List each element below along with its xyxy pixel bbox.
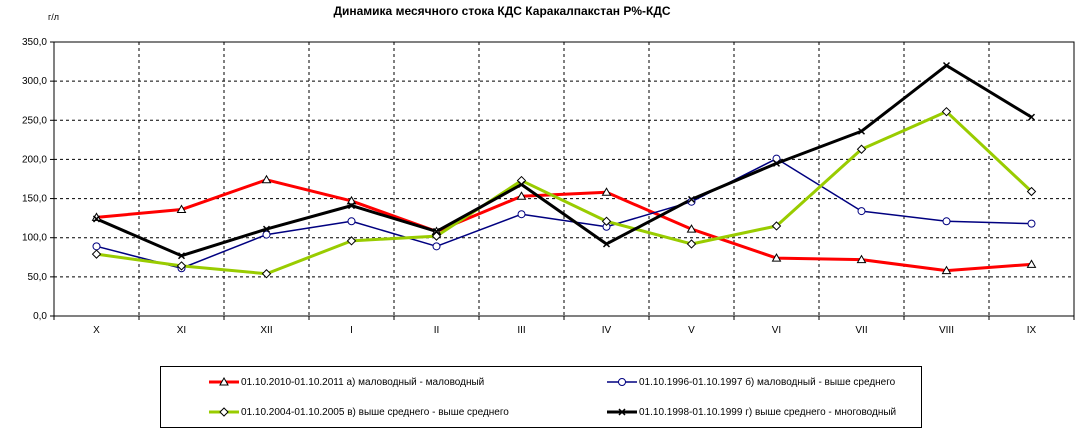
data-point-series-3: [176, 261, 187, 271]
data-point-series-4: [1027, 113, 1036, 121]
data-point-series-1: [346, 195, 357, 205]
legend-item-series-4: 01.10.1998-01.10.1999 г) выше среднего -…: [607, 405, 896, 419]
data-point-series-1: [261, 174, 272, 184]
x-tick-labels: X XI XII I II III IV V VI VII VIII IX: [93, 325, 1036, 336]
y-tick-label: 150,0: [22, 194, 47, 205]
legend: 01.10.2010-01.10.2011 а) маловодный - ма…: [160, 366, 922, 428]
x-tick-label: VII: [855, 325, 867, 336]
data-point-series-2: [1027, 219, 1036, 228]
legend-label-series-4: 01.10.1998-01.10.1999 г) выше среднего -…: [639, 406, 897, 418]
x-tick-label: XI: [177, 325, 186, 336]
data-point-series-4: [857, 127, 866, 135]
legend-item-series-3: 01.10.2004-01.10.2005 в) выше среднего -…: [209, 405, 509, 419]
x-tick-label: XII: [260, 325, 272, 336]
legend-label-series-2: 01.10.1996-01.10.1997 б) маловодный - вы…: [639, 376, 896, 388]
data-point-series-3: [91, 249, 102, 259]
data-point-series-3: [601, 216, 612, 226]
data-point-series-3: [686, 239, 697, 249]
x-tick-label: VI: [772, 325, 781, 336]
x-tick-label: VIII: [939, 325, 954, 336]
axes: [50, 41, 1075, 320]
series-line-2: [96, 157, 1032, 269]
data-point-series-1: [176, 204, 187, 214]
legend-swatch-series-4: [607, 408, 637, 416]
x-tick-label: IV: [602, 325, 612, 336]
data-point-series-4: [92, 215, 101, 223]
data-point-series-3: [1026, 186, 1037, 197]
data-point-series-2: [92, 242, 101, 251]
chart-title: Динамика месячного стока КДС Каракалпакс…: [333, 4, 671, 18]
legend-item-series-2: 01.10.1996-01.10.1997 б) маловодный - вы…: [607, 375, 895, 389]
data-point-series-4: [517, 180, 526, 189]
series-line-4: [95, 63, 1033, 258]
data-point-series-4: [942, 61, 951, 70]
x-tick-label: X: [93, 325, 100, 336]
data-point-series-3: [346, 236, 357, 246]
data-point-series-3: [771, 221, 782, 231]
data-point-series-4: [262, 225, 271, 233]
data-point-series-1: [1026, 259, 1037, 268]
y-tick-label: 0,0: [33, 311, 47, 322]
grid: [54, 42, 1074, 316]
x-tick-label: I: [350, 325, 353, 336]
data-point-series-2: [262, 230, 271, 239]
legend-item-series-1: 01.10.2010-01.10.2011 а) маловодный - ма…: [209, 375, 484, 389]
data-point-series-1: [856, 254, 867, 264]
legend-swatch-series-2: [607, 378, 637, 386]
data-point-series-1: [516, 191, 527, 200]
data-point-series-1: [771, 253, 782, 262]
legend-label-series-1: 01.10.2010-01.10.2011 а) маловодный - ма…: [241, 376, 485, 388]
y-tick-label: 250,0: [22, 115, 47, 126]
data-point-series-4: [772, 159, 781, 167]
data-point-series-1: [941, 265, 952, 275]
data-point-series-3: [941, 106, 952, 117]
legend-swatch-series-1: [209, 377, 239, 386]
data-point-series-2: [772, 154, 781, 163]
data-point-series-4: [687, 195, 696, 203]
legend-swatch-series-3: [209, 407, 239, 417]
data-point-series-4: [432, 227, 441, 235]
y-tick-label: 200,0: [22, 154, 47, 165]
y-tick-label: 300,0: [22, 76, 47, 87]
x-tick-label: III: [517, 325, 525, 336]
data-point-series-2: [347, 217, 356, 226]
series-line-3: [96, 110, 1033, 276]
legend-label-series-3: 01.10.2004-01.10.2005 в) выше среднего -…: [241, 406, 509, 418]
data-point-series-2: [432, 242, 441, 251]
y-tick-labels: 0,0 50,0 100,0 150,0 200,0 250,0 300,0 350,0: [22, 37, 47, 322]
data-point-series-3: [856, 144, 867, 154]
y-tick-label: 100,0: [22, 233, 47, 244]
data-point-series-2: [687, 197, 696, 206]
data-point-series-1: [686, 224, 697, 233]
plot-area-border: [53, 41, 1075, 317]
x-tick-label: IX: [1027, 325, 1037, 336]
data-point-series-2: [942, 217, 951, 226]
series-line-1: [96, 178, 1032, 273]
y-tick-label: 50,0: [28, 272, 48, 283]
y-axis-label: г/л: [48, 12, 59, 22]
data-point-series-2: [517, 210, 526, 219]
y-tick-label: 350,0: [22, 37, 47, 48]
data-point-series-1: [601, 187, 612, 196]
x-tick-label: II: [434, 325, 440, 336]
x-tick-label: V: [688, 325, 695, 336]
data-point-series-3: [261, 269, 272, 279]
data-point-series-4: [347, 202, 356, 210]
series-group: [91, 61, 1037, 279]
data-point-series-2: [857, 207, 866, 216]
data-point-series-4: [602, 240, 611, 248]
data-point-series-4: [177, 252, 186, 260]
